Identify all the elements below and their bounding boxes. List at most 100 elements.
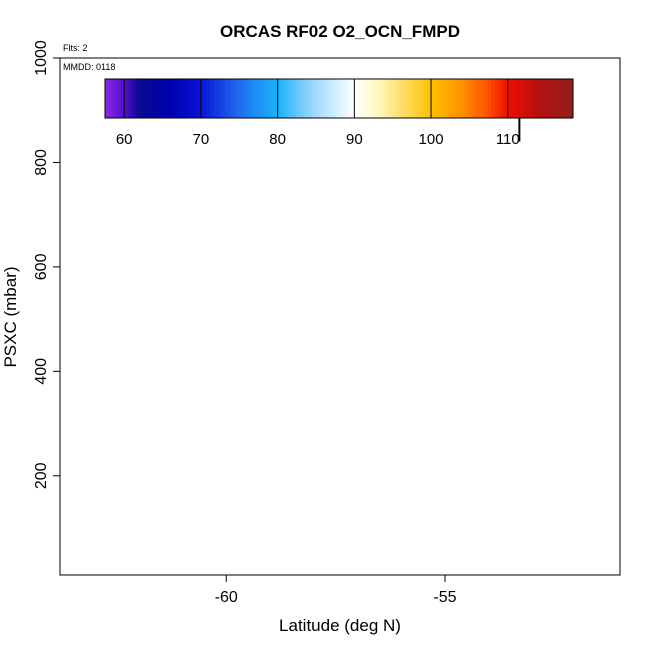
sample-point: [156, 388, 165, 397]
sample-point: [322, 226, 331, 235]
colorbar-segment: [498, 79, 504, 118]
colorbar-segment: [475, 79, 480, 118]
colorbar-segment: [124, 79, 129, 118]
sample-point: [475, 427, 485, 436]
colorbar-tick-label: 110: [496, 131, 520, 148]
colorbar-segment: [280, 79, 285, 118]
sample-point: [165, 215, 174, 224]
colorbar-segment: [487, 79, 492, 118]
sample-point: [397, 184, 406, 193]
sample-point: [169, 129, 178, 138]
sample-point: [287, 317, 296, 326]
sample-point: [213, 317, 222, 326]
colorbar-segment: [491, 79, 496, 118]
sample-point: [283, 228, 292, 238]
sample-point: [510, 403, 520, 412]
sample-point: [283, 145, 292, 154]
sample-point: [309, 403, 318, 412]
colorbar-segment: [436, 79, 441, 118]
sample-point: [296, 317, 305, 326]
sample-point: [349, 184, 358, 193]
sample-point: [375, 132, 384, 141]
colorbar-segment: [506, 79, 512, 118]
colorbar-segment: [190, 79, 196, 118]
sample-point: [414, 317, 423, 326]
sample-point: [554, 359, 563, 368]
colorbar-frame: [104, 78, 574, 119]
colorbar-segment: [237, 79, 242, 118]
sample-point: [427, 479, 436, 488]
sample-point: [174, 215, 183, 224]
colorbar-segment: [350, 79, 356, 118]
colorbar-segment: [526, 79, 531, 118]
colorbar-segment: [112, 79, 118, 118]
colorbar-segment: [354, 79, 359, 118]
sample-point: [340, 482, 349, 491]
sample-point: [489, 291, 498, 300]
sample-point: [362, 482, 371, 491]
sample-point: [362, 145, 371, 154]
colorbar-segment: [264, 79, 270, 118]
sample-points: [86, 127, 572, 491]
sample-point: [195, 184, 205, 193]
sample-point: [239, 215, 248, 224]
sample-point: [230, 168, 240, 177]
y-tick-label: 400: [33, 358, 50, 385]
y-tick-label: 200: [33, 462, 50, 489]
sample-point: [165, 142, 174, 151]
colorbar-segment: [222, 79, 227, 118]
colorbar-segment: [323, 79, 328, 118]
colorbar-segment: [530, 79, 535, 118]
colorbar-segment: [362, 79, 367, 118]
sample-point: [244, 343, 253, 352]
sample-point: [90, 236, 100, 245]
sample-point: [305, 317, 314, 326]
colorbar-segment: [303, 79, 309, 118]
sample-point: [440, 132, 450, 141]
colorbar-segment: [257, 79, 262, 118]
sample-point: [314, 291, 323, 300]
sample-point: [230, 184, 240, 193]
sample-point: [484, 403, 493, 412]
sample-point: [252, 338, 261, 347]
colorbar-segment: [432, 79, 437, 118]
colorbar-tick-label: 60: [116, 131, 133, 148]
colorbar-segment: [128, 79, 133, 118]
sample-point: [349, 215, 358, 224]
colorbar-segment: [409, 79, 414, 118]
colorbar-segment: [272, 79, 278, 118]
colorbar-segment: [175, 79, 180, 118]
sample-point: [99, 482, 108, 491]
colorbar-segment: [557, 79, 562, 118]
colorbar-segment: [405, 79, 410, 118]
colorbar-segment: [159, 79, 164, 118]
y-tick-label: 800: [33, 149, 50, 176]
sample-point: [209, 200, 218, 209]
colorbar-segment: [459, 79, 465, 118]
sample-point: [519, 343, 528, 352]
plot-frame: [59, 57, 621, 576]
y-axis: 200 400 600 800 1000: [33, 40, 60, 489]
sample-point: [239, 132, 248, 141]
x-axis-label: Latitude (deg N): [279, 616, 401, 635]
colorbar-segment: [105, 79, 110, 118]
colorbar-segment: [136, 79, 141, 118]
colorbar-segment: [307, 79, 313, 118]
sample-point: [195, 288, 205, 298]
colorbar-segment: [218, 79, 223, 118]
sample-point: [143, 414, 152, 423]
colorbar: [104, 78, 574, 119]
y-axis-label: PSXC (mbar): [1, 266, 20, 367]
sample-point: [274, 445, 283, 454]
sample-point: [296, 476, 305, 486]
sample-point: [515, 343, 524, 352]
sample-point: [519, 236, 528, 245]
colorbar-segment: [463, 79, 469, 118]
colorbar-segment: [452, 79, 457, 118]
colorbar-tick-label: 70: [193, 131, 210, 148]
colorbar-segment: [186, 79, 192, 118]
colorbar-segment: [479, 79, 484, 118]
sample-point: [427, 236, 436, 245]
colorbar-tick-label: 80: [269, 131, 286, 148]
colorbar-segment: [202, 79, 207, 118]
